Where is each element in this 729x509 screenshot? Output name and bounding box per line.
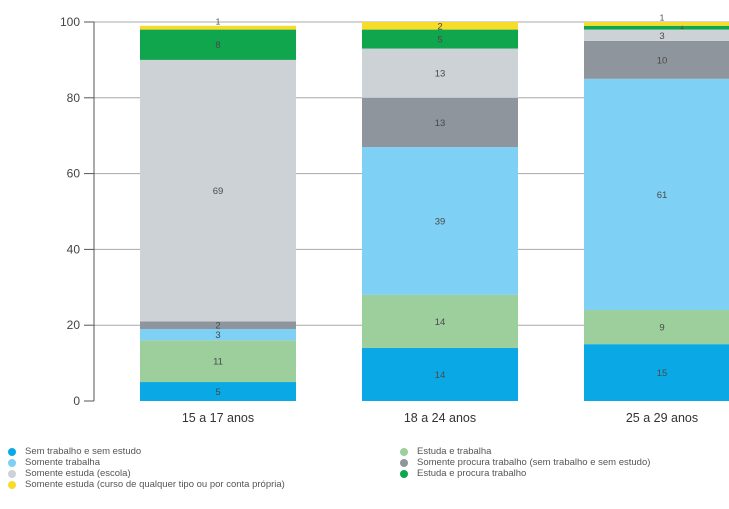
legend-swatch (8, 481, 16, 489)
legend-item-somente-trabalha: Somente trabalha (8, 457, 100, 469)
data-label-15-a-17-anos-somente-estuda-escola: 69 (213, 186, 224, 197)
bar-18-a-24-anos-somente-estuda-escola (362, 48, 518, 98)
data-label-25-a-29-anos-estuda-e-trabalha: 9 (659, 323, 664, 334)
legend-item-somente-estuda-curso: Somente estuda (curso de qualquer tipo o… (8, 479, 285, 491)
bar-15-a-17-anos-somente-procura-trabalho-sem-trabalho-e-sem-estudo (140, 321, 296, 329)
y-tick-label-0: 0 (73, 394, 80, 408)
legend-swatch (400, 470, 408, 478)
data-label-25-a-29-anos-somente-estuda-escola: 3 (659, 31, 664, 42)
bar-18-a-24-anos-somente-estuda-curso-de-qualquer-tipo-ou-por-conta-propria (362, 22, 518, 30)
data-label-18-a-24-anos-estuda-e-trabalha: 14 (435, 317, 446, 328)
legend-swatch (8, 470, 16, 478)
legend: Sem trabalho e sem estudo Somente trabal… (8, 446, 728, 506)
data-label-15-a-17-anos-sem-trabalho-e-sem-estudo: 5 (215, 387, 220, 398)
data-label-15-a-17-anos-estuda-e-trabalha: 11 (213, 357, 223, 368)
x-tick-label-15-a-17-anos: 15 a 17 anos (182, 411, 254, 425)
data-label-15-a-17-anos-somente-estuda-curso-de-qualquer-tipo-ou-por-conta-propria: 1 (216, 16, 221, 26)
data-label-18-a-24-anos-somente-procura-trabalho-sem-trabalho-e-sem-estudo: 13 (435, 118, 446, 129)
bar-15-a-17-anos-somente-estuda-curso-de-qualquer-tipo-ou-por-conta-propria (140, 25, 296, 30)
legend-label: Somente procura trabalho (sem trabalho e… (417, 457, 651, 468)
bar-18-a-24-anos-estuda-e-procura-trabalho (362, 29, 518, 49)
legend-label: Sem trabalho e sem estudo (25, 446, 142, 457)
data-label-18-a-24-anos-somente-estuda-escola: 13 (435, 69, 446, 80)
bar-15-a-17-anos-sem-trabalho-e-sem-estudo (140, 382, 296, 401)
bar-15-a-17-anos-somente-trabalha (140, 328, 296, 341)
data-label-18-a-24-anos-estuda-e-procura-trabalho: 5 (437, 35, 442, 46)
legend-item-somente-procura-trabalho: Somente procura trabalho (sem trabalho e… (400, 457, 650, 469)
legend-label: Somente estuda (escola) (25, 468, 131, 479)
y-tick-label-100: 100 (60, 15, 80, 29)
data-label-18-a-24-anos-somente-estuda-curso-de-qualquer-tipo-ou-por-conta-propria: 2 (437, 21, 442, 32)
legend-label: Somente estuda (curso de qualquer tipo o… (25, 479, 285, 490)
legend-item-sem-trabalho-sem-estudo: Sem trabalho e sem estudo (8, 446, 141, 458)
bar-15-a-17-anos-estuda-e-trabalha (140, 340, 296, 383)
y-tick-label-60: 60 (67, 167, 81, 181)
legend-swatch (400, 459, 408, 467)
bar-15-a-17-anos-estuda-e-procura-trabalho (140, 29, 296, 60)
legend-label: Estuda e procura trabalho (417, 468, 527, 479)
y-tick-label-20: 20 (67, 318, 81, 332)
legend-swatch (400, 448, 408, 456)
data-label-15-a-17-anos-estuda-e-procura-trabalho: 8 (215, 40, 220, 51)
bar-18-a-24-anos-somente-trabalha (362, 147, 518, 295)
x-tick-label-18-a-24-anos: 18 a 24 anos (404, 411, 476, 425)
data-label-15-a-17-anos-somente-procura-trabalho-sem-trabalho-e-sem-estudo: 2 (215, 321, 220, 332)
bar-25-a-29-anos-somente-trabalha (584, 78, 729, 311)
legend-swatch (8, 459, 16, 467)
bar-18-a-24-anos-somente-procura-trabalho-sem-trabalho-e-sem-estudo (362, 97, 518, 148)
legend-item-estuda-e-procura-trabalho: Estuda e procura trabalho (400, 468, 526, 480)
bar-25-a-29-anos-somente-estuda-escola (584, 29, 729, 41)
y-tick-label-40: 40 (67, 242, 81, 256)
data-label-18-a-24-anos-sem-trabalho-e-sem-estudo: 14 (435, 370, 446, 381)
data-label-25-a-29-anos-sem-trabalho-e-sem-estudo: 15 (657, 368, 668, 379)
data-label-25-a-29-anos-somente-procura-trabalho-sem-trabalho-e-sem-estudo: 10 (657, 55, 668, 66)
data-label-25-a-29-anos-somente-estuda-curso-de-qualquer-tipo-ou-por-conta-propria: 1 (660, 13, 665, 23)
legend-item-somente-estuda-escola: Somente estuda (escola) (8, 468, 131, 480)
legend-label: Estuda e trabalha (417, 446, 492, 457)
bar-18-a-24-anos-estuda-e-trabalha (362, 294, 518, 348)
data-label-15-a-17-anos-somente-trabalha: 3 (215, 330, 220, 341)
x-tick-label-25-a-29-anos: 25 a 29 anos (626, 411, 698, 425)
bar-25-a-29-anos-somente-procura-trabalho-sem-trabalho-e-sem-estudo (584, 40, 729, 79)
data-label-25-a-29-anos-somente-trabalha: 61 (657, 190, 668, 201)
legend-label: Somente trabalha (25, 457, 100, 468)
bar-25-a-29-anos-sem-trabalho-e-sem-estudo (584, 344, 729, 401)
legend-item-estuda-e-trabalha: Estuda e trabalha (400, 446, 491, 458)
bar-25-a-29-anos-estuda-e-procura-trabalho (584, 25, 729, 30)
legend-swatch (8, 448, 16, 456)
bar-15-a-17-anos-somente-estuda-escola (140, 59, 296, 322)
bar-25-a-29-anos-estuda-e-trabalha (584, 310, 729, 345)
bar-18-a-24-anos-sem-trabalho-e-sem-estudo (362, 347, 518, 401)
bar-25-a-29-anos-somente-estuda-curso-de-qualquer-tipo-ou-por-conta-propria (584, 22, 729, 26)
y-tick-label-80: 80 (67, 91, 81, 105)
data-label-18-a-24-anos-somente-trabalha: 39 (435, 216, 446, 227)
